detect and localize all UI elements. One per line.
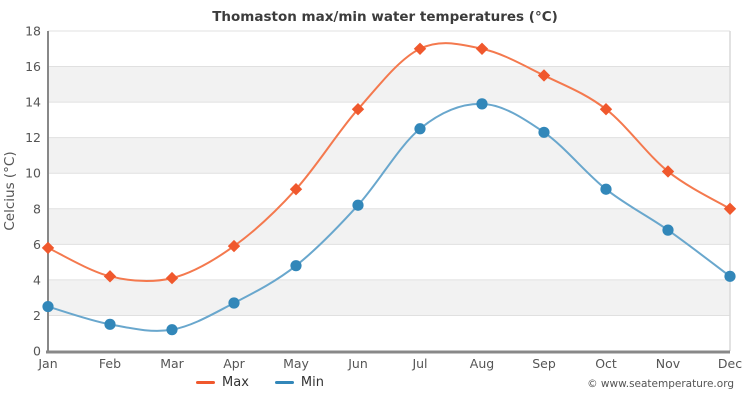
- x-tick-label: Jan: [37, 356, 57, 371]
- min-series-swatch: [274, 381, 294, 384]
- x-tick-label: Mar: [160, 356, 184, 371]
- max-data-point[interactable]: [227, 239, 241, 253]
- legend-item-min[interactable]: Min: [274, 375, 324, 390]
- max-data-point[interactable]: [661, 165, 675, 178]
- min-data-point[interactable]: [104, 318, 116, 330]
- y-tick-label: 12: [25, 130, 41, 145]
- plot-band: [48, 279, 730, 316]
- y-tick-label: 8: [33, 201, 41, 216]
- legend: Max Min: [0, 375, 520, 390]
- min-data-point[interactable]: [42, 300, 54, 313]
- max-data-point[interactable]: [351, 103, 365, 116]
- series-max: [41, 42, 737, 285]
- y-tick-label: 16: [25, 59, 41, 74]
- x-tick-label: Nov: [656, 356, 681, 371]
- max-data-point[interactable]: [103, 270, 117, 283]
- max-data-point[interactable]: [289, 183, 303, 196]
- axes: [46, 31, 730, 354]
- x-tick-label: Jul: [411, 356, 427, 371]
- y-tick-label: 10: [25, 166, 41, 181]
- max-data-point[interactable]: [723, 202, 737, 215]
- y-tick-label: 6: [33, 237, 41, 252]
- min-data-point[interactable]: [290, 260, 302, 272]
- y-tick-label: 0: [33, 344, 41, 359]
- x-tick-label: Apr: [223, 356, 245, 371]
- copyright-text: © www.seatemperature.org: [587, 378, 734, 390]
- series-min: [42, 98, 736, 336]
- min-data-point[interactable]: [414, 123, 426, 135]
- x-tick-label: May: [283, 356, 309, 371]
- x-tick-label: Sep: [532, 356, 556, 371]
- max-series-swatch: [196, 381, 216, 384]
- min-data-point[interactable]: [724, 270, 736, 282]
- min-data-point[interactable]: [476, 98, 488, 110]
- max-data-point[interactable]: [165, 271, 179, 285]
- min-data-point[interactable]: [600, 183, 612, 195]
- min-data-point[interactable]: [352, 199, 364, 211]
- max-data-point[interactable]: [537, 69, 551, 82]
- x-tick-labels: Jan Feb Mar Apr May Jun Jul Aug Sep Oct Nov Dec: [37, 356, 742, 371]
- plot-band: [48, 208, 730, 245]
- x-tick-label: Oct: [595, 356, 617, 371]
- y-tick-label: 14: [25, 95, 41, 110]
- x-tick-label: Jun: [347, 356, 368, 371]
- plot-bands: [48, 66, 730, 316]
- max-data-point[interactable]: [413, 42, 427, 55]
- y-axis-title: Celcius (°C): [2, 151, 18, 230]
- max-series-label: Max: [222, 375, 249, 390]
- min-series-label: Min: [300, 375, 324, 390]
- plot-band: [48, 66, 730, 103]
- max-data-point[interactable]: [599, 103, 613, 116]
- min-data-point[interactable]: [662, 224, 674, 236]
- y-tick-label: 4: [33, 272, 41, 287]
- y-tick-label: 2: [33, 308, 41, 323]
- series-layer: [41, 42, 737, 336]
- chart-title: Thomaston max/min water temperatures (°C…: [212, 9, 558, 25]
- legend-item-max[interactable]: Max: [196, 375, 249, 390]
- y-tick-labels: 0 2 4 6 8 10 12 14 16 18: [25, 24, 41, 359]
- min-data-point[interactable]: [166, 324, 178, 336]
- x-tick-label: Feb: [99, 356, 121, 371]
- min-data-point[interactable]: [538, 126, 550, 138]
- min-data-point[interactable]: [228, 297, 240, 309]
- max-data-point[interactable]: [475, 42, 489, 55]
- y-tick-label: 18: [25, 24, 41, 39]
- max-data-point[interactable]: [41, 241, 55, 255]
- x-tick-label: Aug: [470, 356, 494, 371]
- x-tick-label: Dec: [718, 356, 742, 371]
- plot-band: [48, 137, 730, 174]
